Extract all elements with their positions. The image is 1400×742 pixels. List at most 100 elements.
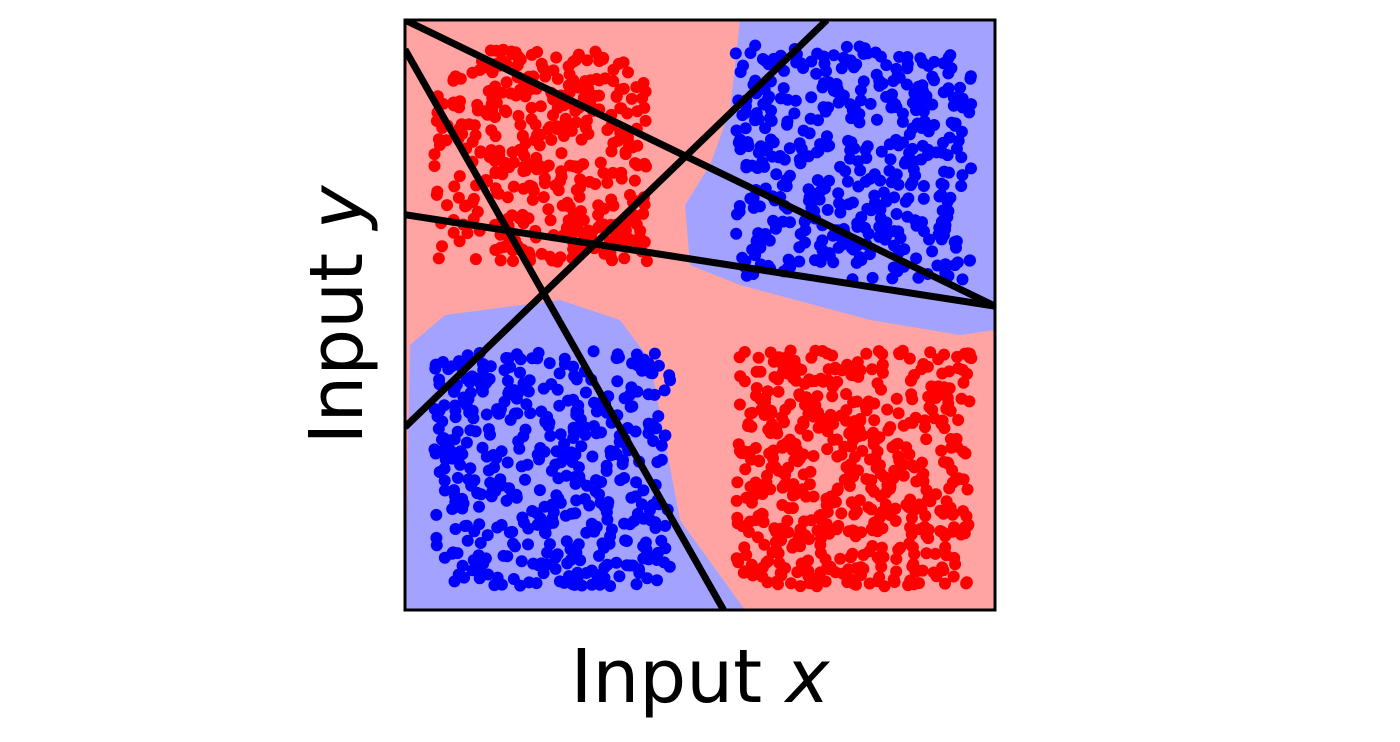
data-point bbox=[515, 555, 528, 568]
data-point bbox=[866, 271, 879, 284]
data-point bbox=[810, 67, 823, 80]
data-point bbox=[834, 88, 847, 101]
data-point bbox=[555, 147, 568, 160]
data-point bbox=[761, 576, 774, 589]
data-point bbox=[545, 133, 558, 146]
data-point bbox=[891, 437, 904, 450]
data-point bbox=[877, 186, 890, 199]
data-point bbox=[785, 356, 798, 369]
data-point bbox=[797, 62, 810, 74]
data-point bbox=[809, 254, 821, 267]
data-point bbox=[448, 484, 460, 497]
data-point bbox=[915, 122, 928, 134]
data-point bbox=[568, 471, 581, 484]
data-point bbox=[452, 191, 465, 204]
data-point bbox=[466, 66, 479, 79]
data-point bbox=[781, 115, 794, 128]
data-point bbox=[484, 44, 497, 57]
data-point bbox=[622, 66, 634, 79]
data-point bbox=[921, 360, 934, 373]
data-point bbox=[463, 376, 476, 389]
data-point bbox=[542, 203, 555, 216]
data-point bbox=[601, 124, 614, 136]
data-point bbox=[752, 351, 765, 364]
data-point bbox=[861, 202, 874, 215]
data-point bbox=[848, 142, 861, 155]
data-point bbox=[887, 573, 900, 586]
data-point bbox=[733, 398, 746, 411]
data-point bbox=[734, 143, 747, 156]
data-point bbox=[758, 160, 771, 173]
data-point bbox=[650, 554, 663, 566]
data-point bbox=[619, 534, 632, 547]
data-point bbox=[835, 507, 848, 520]
data-point bbox=[618, 517, 631, 530]
data-point bbox=[631, 385, 644, 398]
data-point bbox=[875, 383, 887, 396]
data-point bbox=[509, 389, 522, 402]
data-point bbox=[902, 579, 915, 592]
data-point bbox=[585, 578, 598, 591]
data-point bbox=[831, 482, 844, 495]
data-point bbox=[944, 191, 957, 204]
data-point bbox=[759, 228, 772, 240]
data-point bbox=[592, 199, 605, 212]
data-point bbox=[642, 417, 655, 430]
data-point bbox=[863, 248, 876, 261]
data-point bbox=[448, 433, 461, 446]
data-point bbox=[958, 347, 971, 360]
data-point bbox=[771, 427, 784, 440]
data-point bbox=[454, 95, 466, 108]
data-point bbox=[507, 255, 519, 267]
data-point bbox=[877, 551, 890, 563]
data-point bbox=[870, 462, 883, 474]
data-point bbox=[871, 445, 884, 458]
data-point bbox=[487, 449, 500, 461]
data-point bbox=[946, 508, 959, 521]
data-point bbox=[942, 67, 955, 80]
data-point bbox=[578, 421, 591, 434]
data-point bbox=[939, 577, 951, 590]
data-point bbox=[758, 538, 771, 551]
data-point bbox=[659, 519, 672, 532]
data-point bbox=[783, 142, 796, 155]
data-point bbox=[868, 414, 881, 427]
data-point bbox=[617, 130, 630, 143]
data-point bbox=[517, 430, 530, 443]
data-point bbox=[588, 396, 600, 409]
data-point bbox=[553, 399, 566, 412]
data-point bbox=[814, 513, 827, 526]
data-point bbox=[739, 122, 752, 135]
data-point bbox=[649, 516, 662, 529]
data-point bbox=[897, 136, 909, 149]
data-point bbox=[847, 369, 860, 382]
data-point bbox=[428, 148, 441, 161]
data-point bbox=[581, 479, 593, 492]
data-point bbox=[811, 174, 824, 187]
data-point bbox=[482, 464, 495, 477]
data-point bbox=[770, 575, 783, 588]
data-point bbox=[823, 249, 836, 262]
data-point bbox=[537, 382, 550, 395]
data-point bbox=[884, 153, 897, 166]
data-point bbox=[874, 50, 887, 63]
data-point bbox=[871, 113, 883, 126]
data-point bbox=[788, 107, 801, 120]
data-point bbox=[766, 150, 779, 163]
data-point bbox=[600, 464, 613, 477]
data-point bbox=[730, 124, 743, 137]
data-point bbox=[902, 501, 915, 514]
data-point bbox=[617, 56, 630, 69]
data-point bbox=[658, 384, 671, 397]
data-point bbox=[577, 228, 590, 241]
data-point bbox=[482, 568, 495, 581]
data-point bbox=[952, 414, 965, 426]
data-point bbox=[500, 76, 513, 89]
data-point bbox=[745, 496, 758, 509]
data-point bbox=[814, 239, 826, 252]
data-point bbox=[628, 174, 641, 187]
data-point bbox=[948, 259, 961, 272]
plot-frame bbox=[403, 18, 997, 612]
data-point bbox=[564, 159, 577, 172]
data-point bbox=[544, 429, 557, 442]
